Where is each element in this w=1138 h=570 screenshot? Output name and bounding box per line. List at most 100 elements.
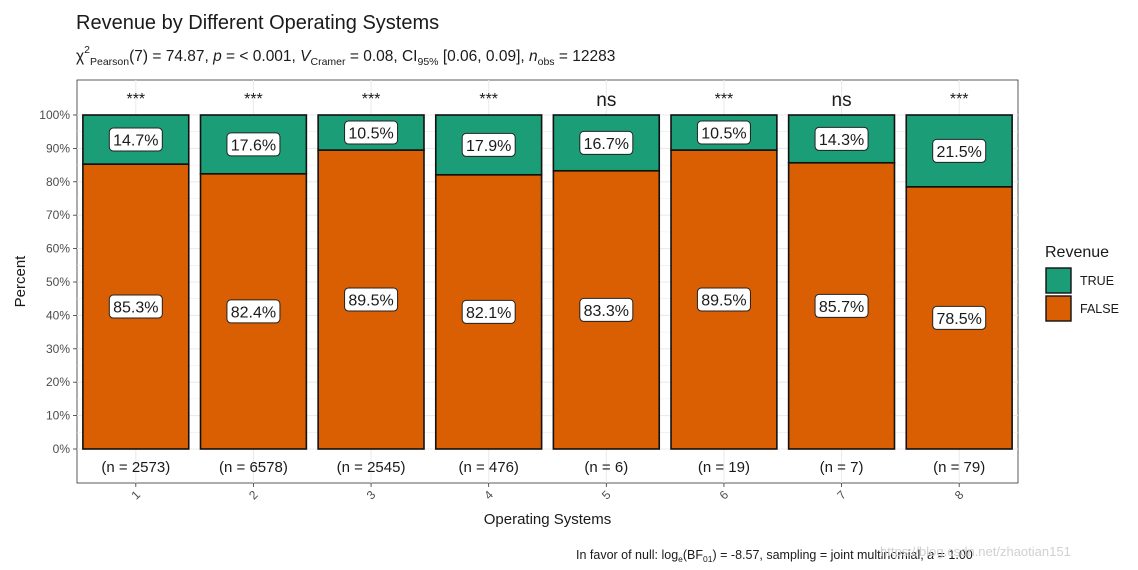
y-tick-label: 50% <box>46 275 70 289</box>
label-true: 16.7% <box>584 136 629 153</box>
x-tick-label: 2 <box>246 487 261 502</box>
significance-label: *** <box>126 91 145 108</box>
label-false-box <box>814 293 869 318</box>
y-tick-label: 80% <box>46 175 70 189</box>
label-true-box <box>696 120 751 145</box>
significance-label: ns <box>832 90 852 111</box>
y-tick-label: 0% <box>53 442 71 456</box>
x-tick-label: 6 <box>717 487 732 502</box>
caption-rest: ) = -8.57, sampling = joint multinomial, <box>712 548 924 562</box>
bar-true <box>787 114 896 164</box>
caption-bf: (BF <box>682 548 704 562</box>
label-true-box <box>932 138 987 163</box>
significance-label: *** <box>715 91 734 108</box>
label-true-box <box>461 132 516 157</box>
x-tick-label: 1 <box>128 487 143 502</box>
label-false-box <box>108 294 163 319</box>
label-true-box <box>108 127 163 152</box>
label-false: 82.1% <box>466 305 511 322</box>
sample-size-label: (n = 6) <box>584 459 628 476</box>
sample-size-label: (n = 6578) <box>219 459 288 476</box>
chart-subtitle: χ2Pearson(7) = 74.87, p = < 0.001, VCram… <box>76 44 615 68</box>
label-false: 89.5% <box>348 293 393 310</box>
watermark: https://blog.csdn.net/zhaotian151 <box>880 544 1071 559</box>
chi-superscript: 2 <box>84 44 90 56</box>
chi-statistic: (7) = 74.87, <box>129 48 209 65</box>
significance-label: *** <box>244 91 263 108</box>
label-false: 83.3% <box>584 303 629 320</box>
sample-size-label: (n = 7) <box>820 459 864 476</box>
sample-size-label: (n = 79) <box>933 459 985 476</box>
x-tick-label: 3 <box>364 487 379 502</box>
legend-label-true: TRUE <box>1080 274 1114 288</box>
y-tick-label: 10% <box>46 409 70 423</box>
significance-label: *** <box>362 91 381 108</box>
n-value: = 12283 <box>558 48 616 65</box>
label-true-box <box>814 126 869 151</box>
legend-swatch-true <box>1045 267 1072 294</box>
sample-size-label: (n = 2545) <box>337 459 406 476</box>
label-true: 14.3% <box>819 132 864 149</box>
y-tick-label: 40% <box>46 308 70 322</box>
x-tick-label: 5 <box>599 487 614 502</box>
label-true: 10.5% <box>701 126 746 143</box>
x-axis-title: Operating Systems <box>484 511 612 528</box>
v-value: = 0.08, CI <box>349 48 418 65</box>
label-true: 10.5% <box>348 126 393 143</box>
label-false-box <box>226 299 281 324</box>
sample-size-label: (n = 2573) <box>101 459 170 476</box>
sample-size-label: (n = 19) <box>698 459 750 476</box>
x-tick-label: 8 <box>952 487 967 502</box>
label-false-box <box>932 305 987 330</box>
caption-prefix: In favor of null: log <box>576 548 679 562</box>
chart-title: Revenue by Different Operating Systems <box>76 12 440 34</box>
caption-a-symbol: a <box>927 548 935 562</box>
p-value: = < 0.001, <box>226 48 296 65</box>
ci-subscript: 95% <box>417 56 439 68</box>
bayes-factor-caption: In favor of null: loge(BF01) = -8.57, sa… <box>576 548 973 564</box>
label-false-box <box>579 297 634 322</box>
v-symbol: V <box>300 48 311 65</box>
v-subscript: Cramer <box>310 56 346 68</box>
y-tick-label: 60% <box>46 242 70 256</box>
label-false-box <box>461 299 516 324</box>
label-true: 14.7% <box>113 133 158 150</box>
y-tick-label: 30% <box>46 342 70 356</box>
label-true: 21.5% <box>937 144 982 161</box>
x-tick-label: 4 <box>481 487 496 502</box>
label-false: 85.3% <box>113 300 158 317</box>
chi-subscript: Pearson <box>89 56 130 68</box>
label-true-box <box>226 132 281 157</box>
y-tick-label: 100% <box>39 108 70 122</box>
label-false: 82.4% <box>231 304 276 321</box>
label-true-box <box>579 130 634 155</box>
legend-swatch-false <box>1045 295 1072 322</box>
caption-a-value: = 1.00 <box>937 548 973 562</box>
significance-label: ns <box>596 90 616 111</box>
legend-label-false: FALSE <box>1080 302 1119 316</box>
y-tick-label: 70% <box>46 208 70 222</box>
chi-symbol: χ <box>76 48 85 65</box>
sample-size-label: (n = 476) <box>458 459 518 476</box>
caption-bf-subscript: 01 <box>703 554 713 564</box>
legend-title: Revenue <box>1045 244 1109 261</box>
n-symbol: n <box>529 48 538 65</box>
significance-label: *** <box>950 91 969 108</box>
p-symbol: p <box>213 48 222 65</box>
y-tick-label: 90% <box>46 141 70 155</box>
label-true: 17.6% <box>231 137 276 154</box>
y-tick-label: 20% <box>46 375 70 389</box>
label-false: 89.5% <box>701 293 746 310</box>
caption-log-subscript: e <box>678 554 683 564</box>
label-false: 78.5% <box>937 311 982 328</box>
label-false-box <box>696 287 751 312</box>
label-false: 85.7% <box>819 299 864 316</box>
label-true: 17.9% <box>466 138 511 155</box>
label-true-box <box>344 120 399 145</box>
ci-value: [0.06, 0.09], <box>442 48 525 65</box>
significance-label: *** <box>479 91 498 108</box>
x-tick-label: 7 <box>834 487 849 502</box>
label-false-box <box>344 287 399 312</box>
y-axis-title: Percent <box>12 255 29 308</box>
